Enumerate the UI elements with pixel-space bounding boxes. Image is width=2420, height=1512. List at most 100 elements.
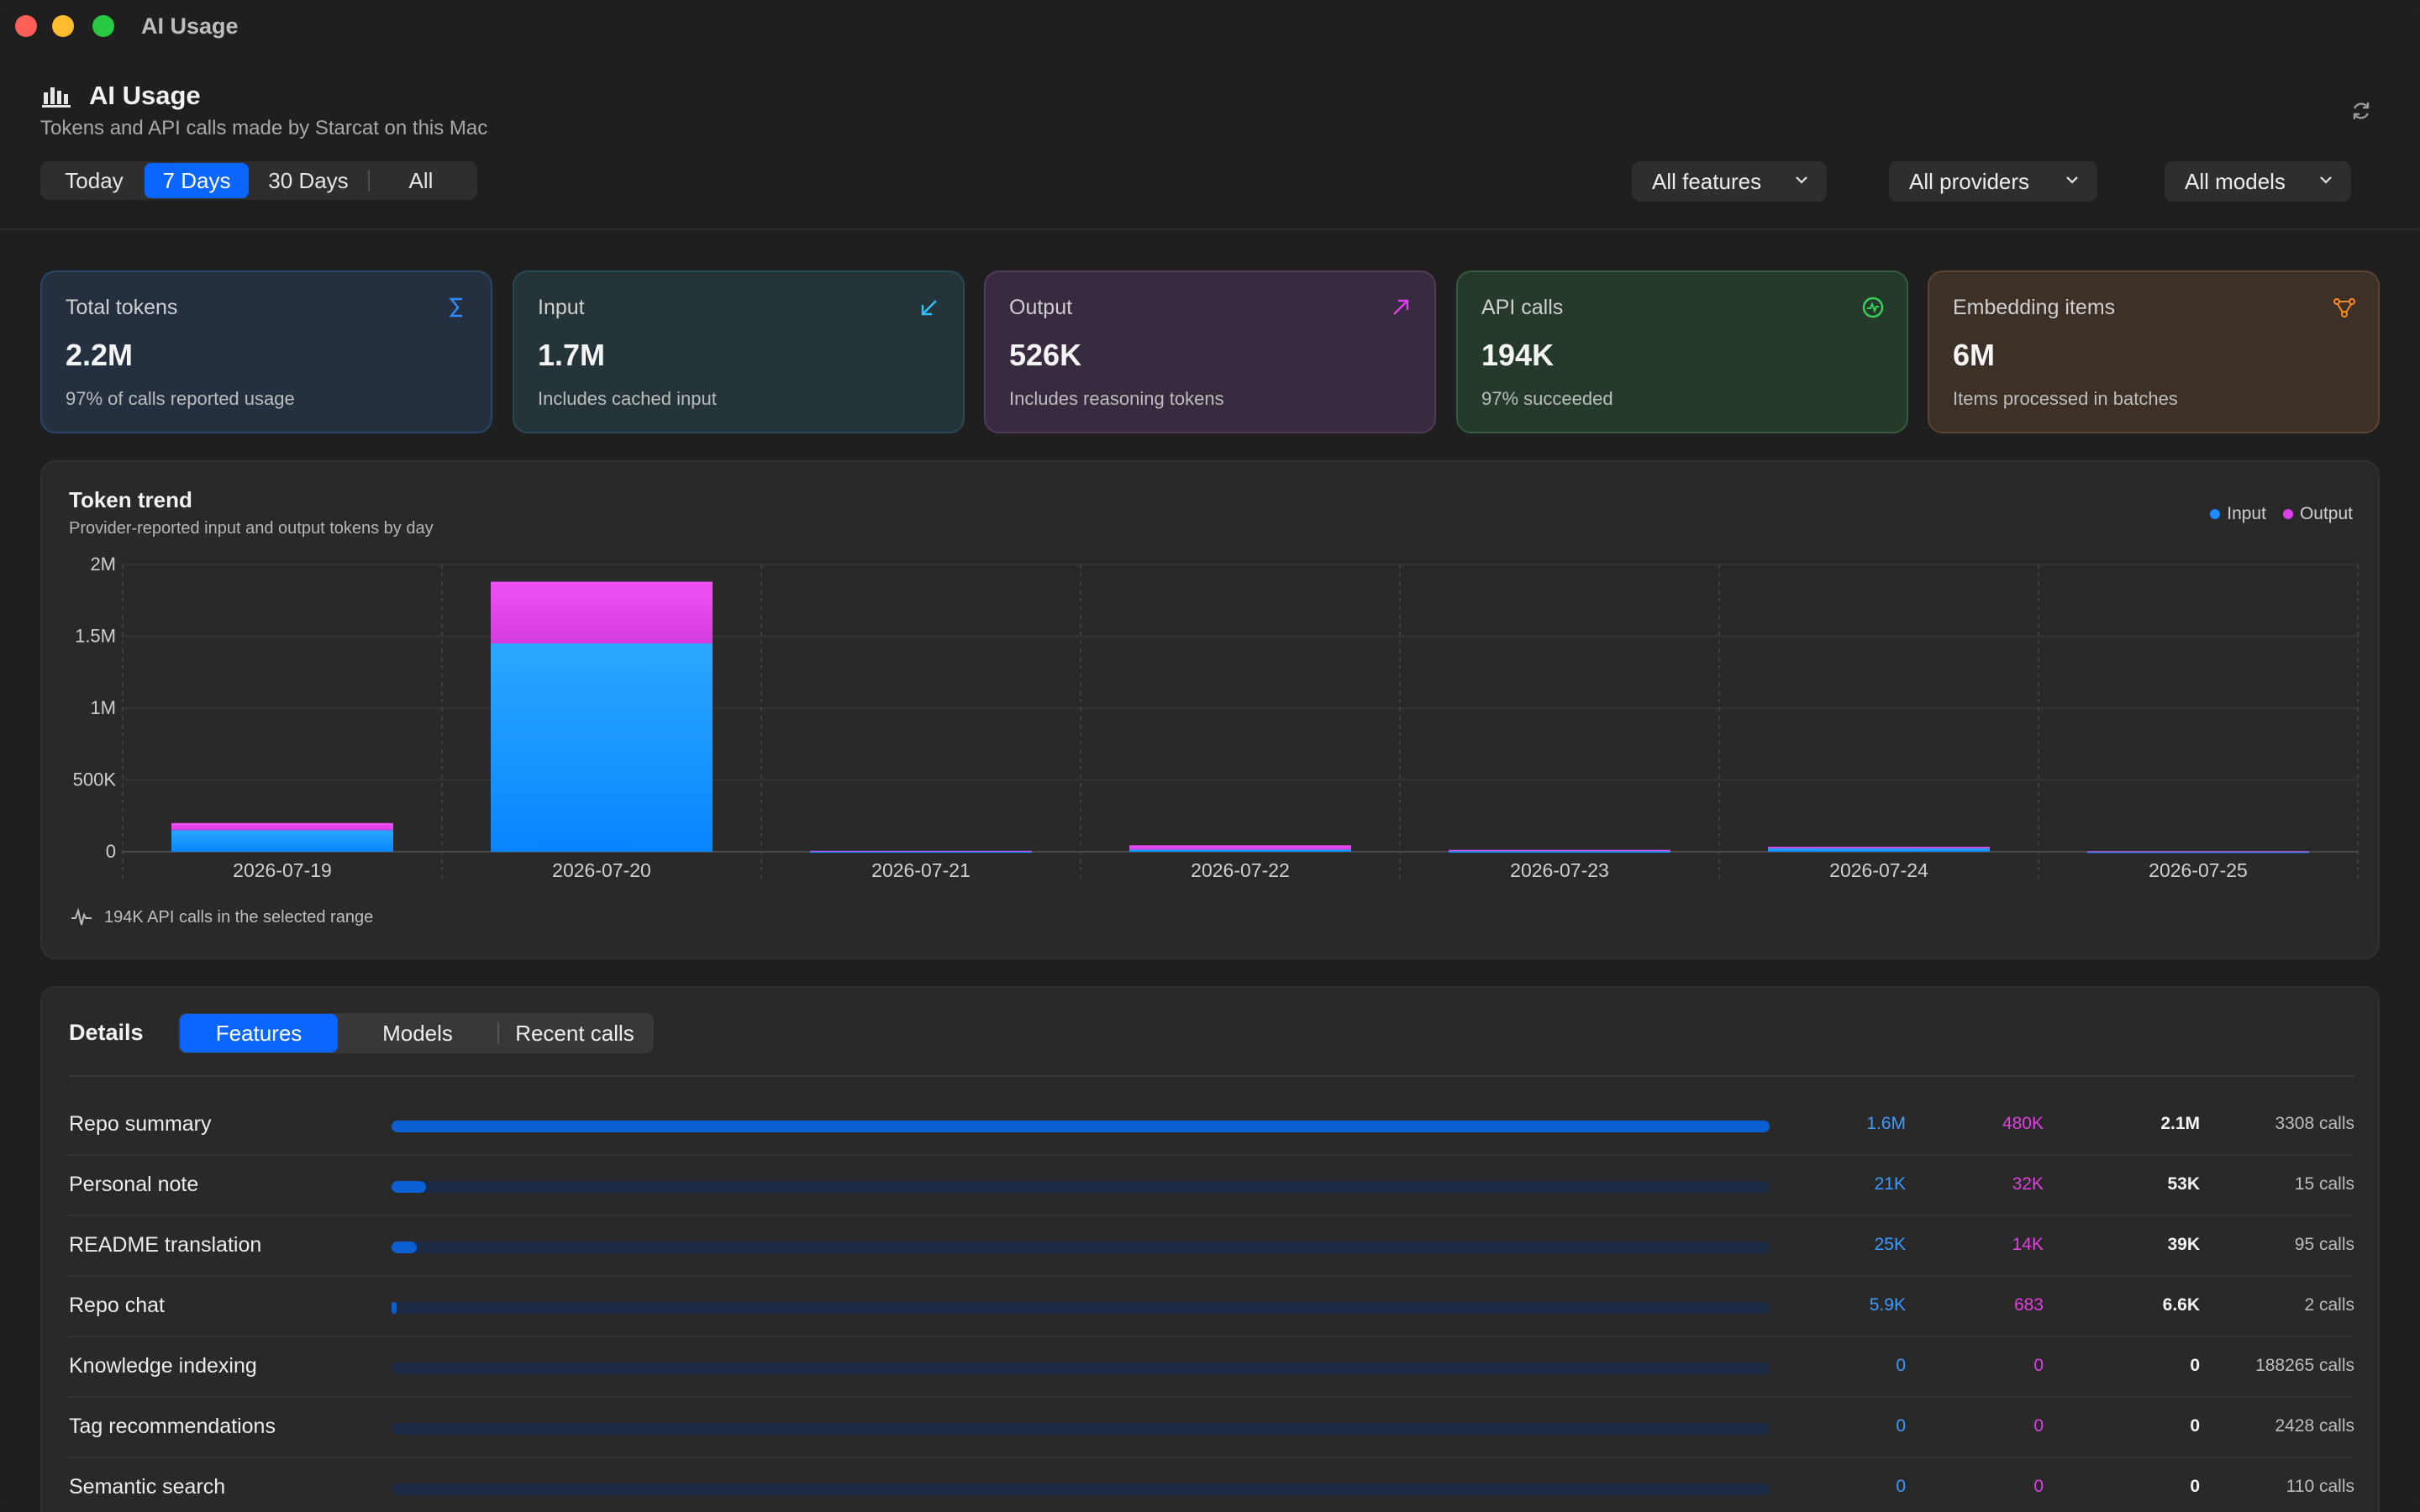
table-row[interactable]: Tag recommendations 0 0 0 2428 calls bbox=[69, 1398, 2354, 1458]
range-30-days[interactable]: 30 Days bbox=[268, 167, 349, 193]
bar-chart-icon bbox=[42, 87, 71, 108]
chevron-down-icon bbox=[2320, 176, 2332, 184]
page-subtitle: Tokens and API calls made by Starcat on … bbox=[40, 117, 488, 139]
tab-features[interactable]: Features bbox=[180, 1014, 338, 1053]
table-row[interactable]: Personal note 21K 32K 53K 15 calls bbox=[69, 1156, 2354, 1216]
row-divider bbox=[69, 1215, 2354, 1216]
call-count: 15 calls bbox=[2294, 1174, 2354, 1194]
bar-input bbox=[1449, 851, 1670, 853]
row-divider bbox=[69, 1457, 2354, 1458]
sigma-icon bbox=[449, 297, 462, 318]
feature-name: Repo chat bbox=[69, 1294, 165, 1317]
range-all[interactable]: All bbox=[408, 167, 434, 193]
input-tokens: 1.6M bbox=[1866, 1114, 1906, 1133]
card-label: Total tokens bbox=[66, 296, 178, 319]
output-card: Output 526K Includes reasoning tokens bbox=[984, 270, 1436, 433]
details-divider bbox=[69, 1075, 2354, 1077]
x-tick-label: 2026-07-19 bbox=[233, 859, 332, 881]
zoom-window-button[interactable] bbox=[92, 15, 114, 37]
table-row[interactable]: Semantic search 0 0 0 110 calls bbox=[69, 1458, 2354, 1512]
card-value: 6M bbox=[1953, 338, 1996, 372]
input-tokens: 25K bbox=[1874, 1235, 1906, 1254]
tab-recent-calls[interactable]: Recent calls bbox=[515, 1020, 634, 1046]
tab-models[interactable]: Models bbox=[382, 1020, 453, 1046]
total-tokens-card: Total tokens 2.2M 97% of calls reported … bbox=[40, 270, 492, 433]
feature-name: Knowledge indexing bbox=[69, 1354, 257, 1378]
header-divider bbox=[0, 228, 2420, 230]
card-label: Output bbox=[1009, 296, 1073, 319]
activity-circle-icon bbox=[1862, 297, 1884, 318]
waveform-icon bbox=[71, 907, 92, 926]
page-title: AI Usage bbox=[89, 81, 201, 110]
usage-bar-track bbox=[392, 1423, 1770, 1435]
bar-output bbox=[2087, 851, 2309, 853]
providers-filter-dropdown[interactable]: All providers bbox=[1889, 161, 2097, 202]
y-tick-label: 1M bbox=[90, 697, 116, 718]
card-note: 97% succeeded bbox=[1481, 388, 1613, 409]
chart-title: Token trend bbox=[69, 487, 192, 512]
range-today[interactable]: Today bbox=[65, 167, 124, 193]
card-label: Input bbox=[538, 296, 585, 319]
output-tokens: 32K bbox=[2012, 1174, 2044, 1194]
bar-output bbox=[1768, 847, 1990, 848]
segment-separator bbox=[368, 170, 370, 192]
minimize-window-button[interactable] bbox=[52, 15, 74, 37]
total-tokens: 0 bbox=[2190, 1356, 2200, 1375]
call-count: 95 calls bbox=[2294, 1235, 2354, 1254]
table-row[interactable]: Repo summary 1.6M 480K 2.1M 3308 calls bbox=[69, 1095, 2354, 1156]
call-count: 188265 calls bbox=[2255, 1356, 2354, 1375]
chevron-down-icon bbox=[1796, 176, 1807, 184]
details-panel: Details Features Models Recent calls Rep… bbox=[40, 986, 2380, 1512]
table-row[interactable]: Repo chat 5.9K 683 6.6K 2 calls bbox=[69, 1277, 2354, 1337]
close-window-button[interactable] bbox=[15, 15, 37, 37]
usage-bar-track bbox=[392, 1121, 1770, 1132]
token-trend-chart: 0 500K 1M 1.5M 2M 2026-07-19 2026-07-20 2026-07… bbox=[73, 554, 2359, 881]
refresh-icon[interactable] bbox=[2349, 99, 2373, 123]
y-tick-label: 500K bbox=[73, 769, 117, 790]
usage-bar-track bbox=[392, 1362, 1770, 1374]
total-tokens: 39K bbox=[2167, 1235, 2200, 1254]
output-tokens: 683 bbox=[2013, 1295, 2044, 1315]
x-tick-label: 2026-07-23 bbox=[1510, 859, 1609, 881]
legend-input-swatch bbox=[2210, 509, 2221, 520]
chart-subtitle: Provider-reported input and output token… bbox=[69, 519, 434, 538]
chart-legend: Input Output bbox=[2210, 504, 2353, 524]
card-value: 526K bbox=[1009, 338, 1082, 372]
card-note: 97% of calls reported usage bbox=[66, 388, 295, 409]
card-value: 194K bbox=[1481, 338, 1555, 372]
total-tokens: 0 bbox=[2190, 1477, 2200, 1496]
total-tokens: 0 bbox=[2190, 1416, 2200, 1436]
arrow-up-right-icon bbox=[1393, 299, 1409, 315]
feature-name: Repo summary bbox=[69, 1112, 212, 1136]
input-tokens: 5.9K bbox=[1869, 1295, 1906, 1315]
table-row[interactable]: Knowledge indexing 0 0 0 188265 calls bbox=[69, 1337, 2354, 1398]
card-label: API calls bbox=[1481, 296, 1564, 319]
input-card: Input 1.7M Includes cached input bbox=[513, 270, 965, 433]
x-tick-label: 2026-07-22 bbox=[1191, 859, 1290, 881]
call-count: 3308 calls bbox=[2275, 1114, 2354, 1133]
x-tick-label: 2026-07-21 bbox=[871, 859, 971, 881]
range-7-days[interactable]: 7 Days bbox=[145, 163, 249, 198]
usage-bar-fill bbox=[392, 1121, 1770, 1132]
features-filter-dropdown[interactable]: All features bbox=[1632, 161, 1827, 202]
table-row[interactable]: README translation 25K 14K 39K 95 calls bbox=[69, 1216, 2354, 1277]
bar-input bbox=[2087, 851, 2309, 853]
input-tokens: 21K bbox=[1874, 1174, 1906, 1194]
bar-output bbox=[810, 850, 1032, 852]
total-tokens: 53K bbox=[2167, 1174, 2200, 1194]
row-divider bbox=[69, 1396, 2354, 1398]
bar-output bbox=[491, 581, 713, 644]
title-bar: AI Usage bbox=[0, 0, 2420, 54]
usage-bar-fill bbox=[392, 1181, 426, 1193]
card-label: Embedding items bbox=[1953, 296, 2116, 319]
bar-input bbox=[1129, 849, 1351, 852]
providers-filter-label: All providers bbox=[1909, 168, 2030, 194]
window-title: AI Usage bbox=[141, 13, 239, 39]
details-title: Details bbox=[69, 1020, 144, 1045]
card-note: Includes cached input bbox=[538, 388, 717, 409]
x-tick-label: 2026-07-24 bbox=[1829, 859, 1928, 881]
card-value: 2.2M bbox=[66, 338, 134, 372]
feature-name: Tag recommendations bbox=[69, 1415, 276, 1438]
models-filter-dropdown[interactable]: All models bbox=[2165, 161, 2351, 202]
bar-input bbox=[1768, 848, 1990, 852]
